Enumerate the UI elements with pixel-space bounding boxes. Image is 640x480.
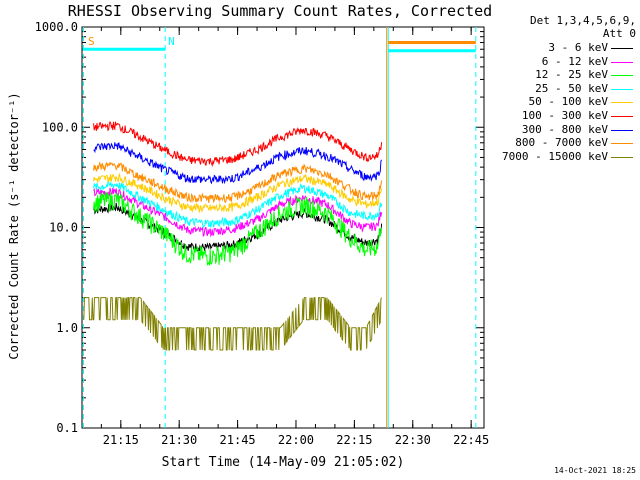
series-line-8 (83, 297, 383, 351)
legend-label: 12 - 25 keV (535, 68, 608, 82)
y-tick-label: 1000.0 (35, 20, 78, 34)
legend-entry: 50 - 100 keV (470, 95, 636, 109)
legend-swatch (611, 88, 633, 90)
legend-entry: 6 - 12 keV (470, 55, 636, 69)
page-title: RHESSI Observing Summary Count Rates, Co… (67, 2, 493, 20)
x-tick-label: 22:30 (395, 433, 431, 447)
legend-swatch (611, 75, 633, 77)
y-axis-label: Corrected Count Rate (s⁻¹ detector⁻¹) (7, 92, 21, 360)
y-tick-label: 100.0 (42, 120, 78, 134)
legend-label: 300 - 800 keV (521, 122, 608, 136)
legend-swatch (611, 129, 633, 131)
legend-entry: 800 - 7000 keV (470, 136, 636, 150)
x-tick-label: 21:45 (220, 433, 256, 447)
legend-label: 3 - 6 keV (548, 41, 608, 54)
series-line-5 (93, 120, 383, 168)
x-axis-label: Start Time (14-May-09 21:05:02) (161, 455, 405, 470)
series-line-1 (93, 187, 383, 238)
x-tick-label: 21:15 (103, 433, 139, 447)
legend-label: 800 - 7000 keV (515, 136, 608, 150)
detectors-label: Det 1,3,4,5,6,9, (530, 14, 636, 27)
legend-entry: 25 - 50 keV (470, 82, 636, 96)
series-line-3 (93, 180, 383, 229)
legend-swatch (611, 115, 633, 117)
series-line-4 (93, 172, 383, 214)
legend-label: 6 - 12 keV (541, 54, 608, 68)
legend: 3 - 6 keV 6 - 12 keV 12 - 25 keV 25 - 50 ke… (470, 41, 636, 163)
series-line-7 (93, 161, 383, 204)
flag-marker: S (88, 35, 95, 48)
legend-label: 7000 - 15000 keV (502, 149, 608, 163)
x-tick-label: 22:00 (278, 433, 314, 447)
legend-swatch (611, 48, 633, 49)
footer-date: 14-Oct-2021 18:25 (554, 466, 636, 475)
legend-entry: 300 - 800 keV (470, 123, 636, 137)
flag-marker: N (168, 35, 175, 48)
y-tick-label: 1.0 (56, 321, 78, 335)
legend-label: 25 - 50 keV (535, 81, 608, 95)
legend-swatch (611, 61, 633, 63)
x-tick-label: 22:15 (336, 433, 372, 447)
legend-entry: 12 - 25 keV (470, 68, 636, 82)
legend-swatch (611, 102, 633, 104)
series-line-6 (93, 142, 383, 185)
series-line-2 (93, 192, 383, 266)
legend-swatch (611, 156, 633, 158)
x-tick-label: 22:45 (453, 433, 489, 447)
legend-label: 50 - 100 keV (528, 95, 608, 109)
x-tick-label: 21:30 (161, 433, 197, 447)
legend-swatch (611, 143, 633, 145)
legend-entry: 3 - 6 keV (470, 41, 636, 55)
legend-label: 100 - 300 keV (521, 108, 608, 122)
series-line-0 (93, 203, 383, 252)
y-tick-label: 0.1 (56, 421, 78, 435)
legend-entry: 7000 - 15000 keV (470, 150, 636, 164)
legend-entry: 100 - 300 keV (470, 109, 636, 123)
y-tick-label: 10.0 (49, 221, 78, 235)
attenuator-label: Att 0 (602, 27, 636, 40)
